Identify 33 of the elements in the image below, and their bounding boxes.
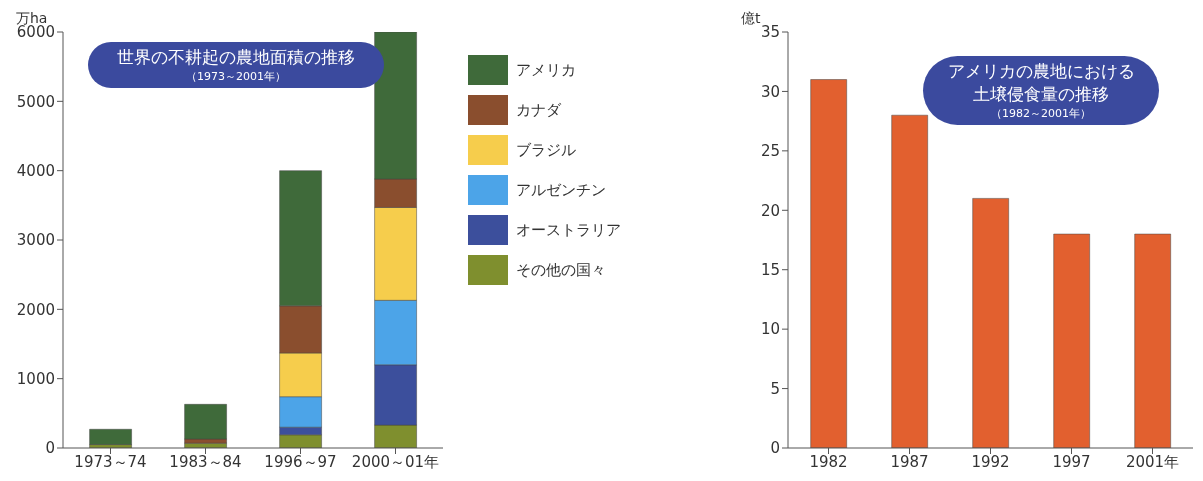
x-tick-label: 1987 bbox=[890, 452, 929, 471]
legend-label: アルゼンチン bbox=[516, 180, 606, 199]
x-tick-label: 1973～74 bbox=[74, 452, 147, 471]
x-tick-label: 2001年 bbox=[1125, 452, 1180, 471]
y-tick-label: 2000 bbox=[16, 300, 55, 319]
y-tick-label: 25 bbox=[760, 142, 780, 161]
legend-label: カナダ bbox=[516, 100, 561, 119]
x-tick-label: 1997 bbox=[1052, 452, 1091, 471]
x-tick-label: 2000～01年 bbox=[351, 452, 440, 471]
y-tick-label: 0 bbox=[45, 439, 55, 458]
y-tick-label: 1000 bbox=[16, 369, 55, 388]
y-tick-label: 5 bbox=[770, 379, 780, 398]
y-tick-label: 4000 bbox=[16, 161, 55, 180]
x-tick-label: 1992 bbox=[971, 452, 1010, 471]
y-tick-label: 30 bbox=[760, 82, 780, 101]
y-tick-label: 10 bbox=[760, 320, 780, 339]
y-tick-label: 35 bbox=[760, 23, 780, 42]
y-tick-label: 5000 bbox=[16, 92, 55, 111]
legend-label: その他の国々 bbox=[516, 260, 606, 279]
title-banner: 世界の不耕起の農地面積の推移 （1973～2001年） bbox=[88, 42, 384, 88]
y-tick-label: 0 bbox=[770, 439, 780, 458]
x-tick-label: 1996～97 bbox=[264, 452, 337, 471]
title-banner: アメリカの農地における土壌侵食量の推移 （1982～2001年） bbox=[923, 56, 1159, 125]
legend-label: オーストラリア bbox=[516, 220, 621, 239]
x-tick-label: 1982 bbox=[809, 452, 848, 471]
legend-label: ブラジル bbox=[516, 140, 576, 159]
x-tick-label: 1983～84 bbox=[169, 452, 242, 471]
y-tick-label: 15 bbox=[760, 261, 780, 280]
y-axis-title: 万ha bbox=[16, 10, 48, 26]
legend-label: アメリカ bbox=[516, 60, 576, 79]
y-axis-title: 億t bbox=[741, 10, 761, 28]
y-tick-label: 3000 bbox=[16, 231, 55, 250]
y-tick-label: 20 bbox=[760, 201, 780, 220]
